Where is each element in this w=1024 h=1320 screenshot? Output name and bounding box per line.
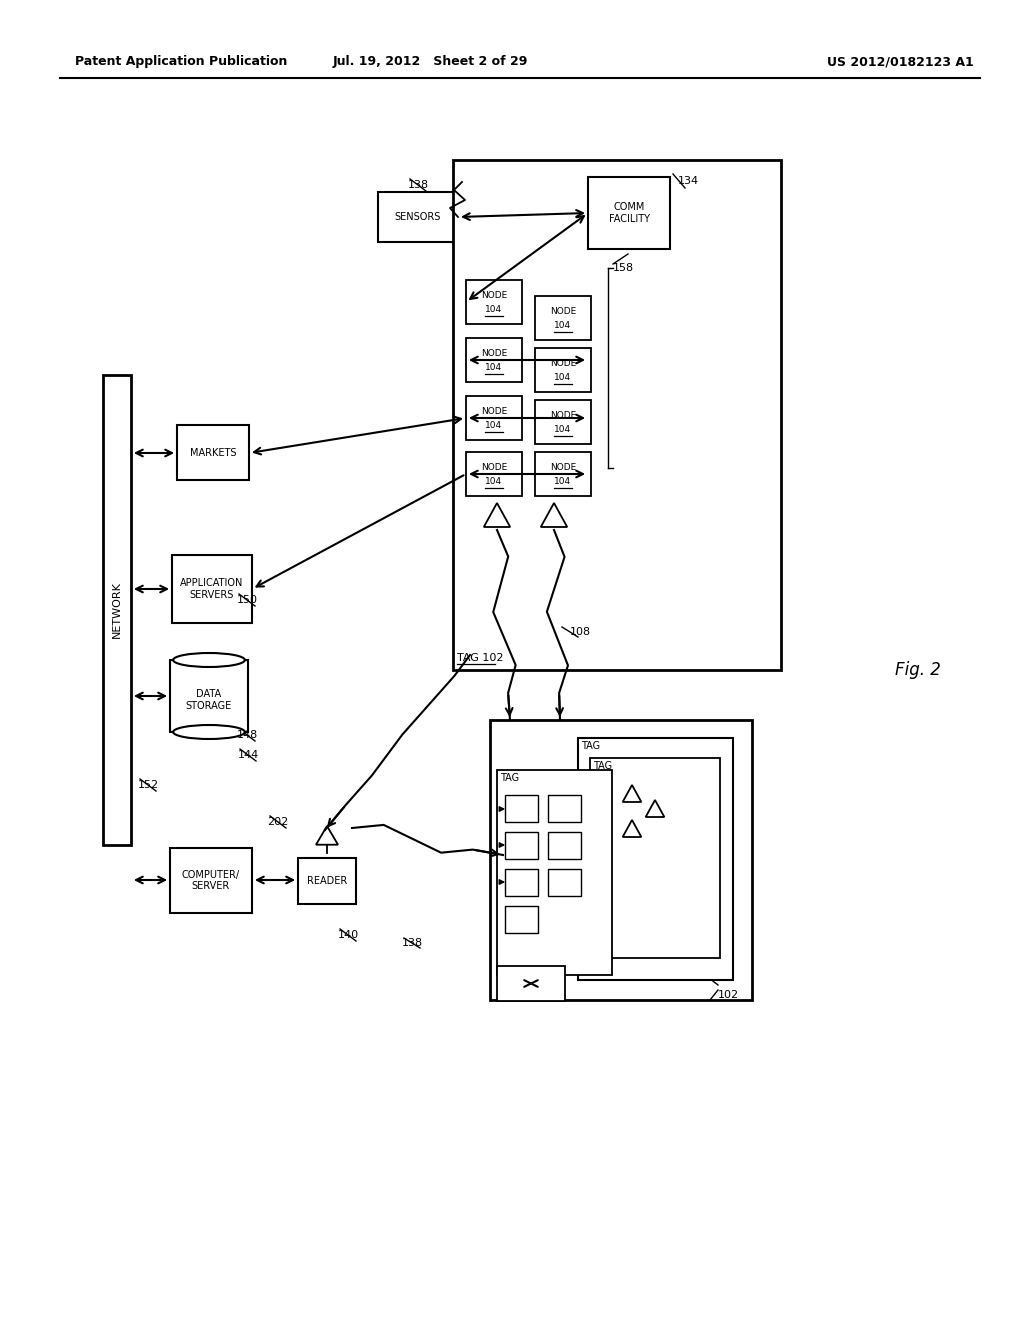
Text: 138: 138 [401,939,423,948]
Text: TAG: TAG [500,774,519,783]
Text: 104: 104 [554,322,571,330]
FancyBboxPatch shape [535,348,591,392]
FancyBboxPatch shape [548,869,581,896]
Text: MARKETS: MARKETS [189,447,237,458]
Text: Fig. 2: Fig. 2 [895,661,941,678]
Text: 138: 138 [408,180,429,190]
Text: 148: 148 [237,730,258,741]
FancyBboxPatch shape [177,425,249,480]
FancyBboxPatch shape [170,847,252,913]
Text: Jul. 19, 2012   Sheet 2 of 29: Jul. 19, 2012 Sheet 2 of 29 [333,55,527,69]
Text: COMM
FACILITY: COMM FACILITY [608,202,649,224]
Text: 104: 104 [485,363,503,372]
FancyBboxPatch shape [497,966,565,1001]
FancyBboxPatch shape [466,451,522,496]
FancyBboxPatch shape [170,660,248,733]
Text: TAG: TAG [581,741,600,751]
Text: 102: 102 [718,990,739,1001]
Text: NODE: NODE [481,350,507,358]
Text: 104: 104 [554,425,571,434]
FancyBboxPatch shape [548,795,581,822]
FancyBboxPatch shape [505,906,538,933]
FancyBboxPatch shape [298,858,356,904]
Text: NODE: NODE [481,292,507,301]
FancyBboxPatch shape [535,296,591,341]
Polygon shape [623,820,641,837]
Text: 202: 202 [267,817,289,828]
Text: TAG 102: TAG 102 [457,653,504,663]
Polygon shape [646,800,665,817]
FancyBboxPatch shape [103,375,131,845]
FancyBboxPatch shape [578,738,733,979]
Text: 104: 104 [485,421,503,430]
FancyBboxPatch shape [466,280,522,323]
Text: 152: 152 [137,780,159,789]
Text: 140: 140 [338,931,358,940]
FancyBboxPatch shape [172,554,252,623]
FancyBboxPatch shape [378,191,458,242]
Text: TAG: TAG [593,762,612,771]
Polygon shape [483,503,510,527]
Text: 150: 150 [237,595,257,605]
FancyBboxPatch shape [588,177,670,249]
FancyBboxPatch shape [548,832,581,859]
Polygon shape [541,503,567,527]
Text: NODE: NODE [550,412,577,420]
Text: 108: 108 [570,627,591,638]
Text: 104: 104 [554,374,571,383]
Text: SENSORS: SENSORS [395,213,441,222]
Text: 158: 158 [613,263,634,273]
FancyBboxPatch shape [535,400,591,444]
Text: READER: READER [307,876,347,886]
FancyBboxPatch shape [590,758,720,958]
FancyBboxPatch shape [535,451,591,496]
FancyBboxPatch shape [490,719,752,1001]
Text: 144: 144 [238,750,259,760]
FancyBboxPatch shape [453,160,781,671]
FancyBboxPatch shape [497,770,612,975]
Text: Patent Application Publication: Patent Application Publication [75,55,288,69]
Text: NODE: NODE [481,408,507,416]
FancyBboxPatch shape [505,869,538,896]
Text: COMPUTER/
SERVER: COMPUTER/ SERVER [182,870,240,891]
Text: 134: 134 [678,176,699,186]
Text: NETWORK: NETWORK [112,582,122,639]
FancyBboxPatch shape [505,832,538,859]
Text: NODE: NODE [550,359,577,368]
Text: 104: 104 [554,478,571,487]
Text: NODE: NODE [481,463,507,473]
FancyBboxPatch shape [466,338,522,381]
Polygon shape [623,785,641,803]
Text: DATA
STORAGE: DATA STORAGE [186,689,232,710]
Ellipse shape [173,653,245,667]
Text: US 2012/0182123 A1: US 2012/0182123 A1 [826,55,974,69]
FancyBboxPatch shape [505,795,538,822]
Ellipse shape [173,725,245,739]
Text: NODE: NODE [550,308,577,317]
Polygon shape [316,826,338,845]
FancyBboxPatch shape [466,396,522,440]
Text: NODE: NODE [550,463,577,473]
Text: 104: 104 [485,305,503,314]
Text: 104: 104 [485,478,503,487]
Text: APPLICATION
SERVERS: APPLICATION SERVERS [180,578,244,599]
